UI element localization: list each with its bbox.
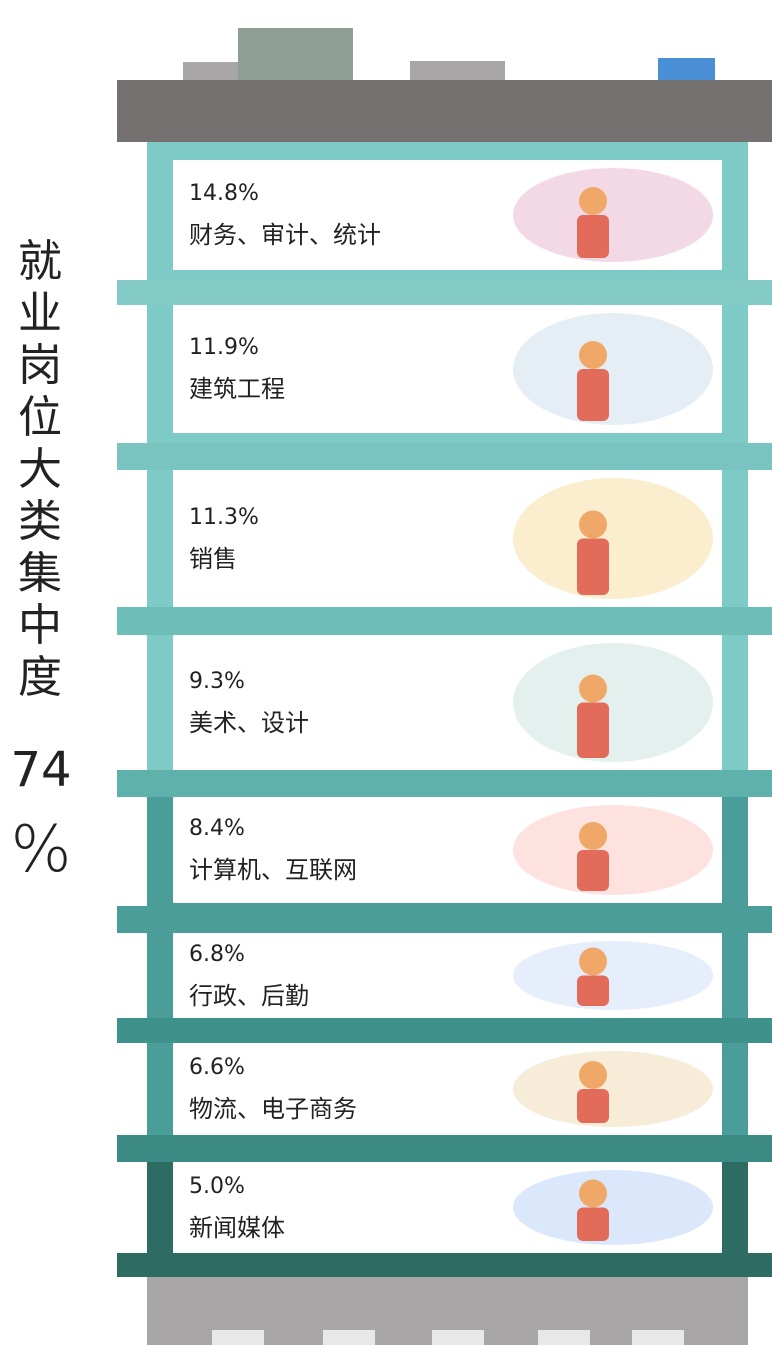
floor-label: 财务、审计、统计 <box>189 221 381 249</box>
floor-percent: 14.8% <box>189 181 259 206</box>
title-value: 74 <box>10 742 72 798</box>
floor-label: 建筑工程 <box>189 375 285 403</box>
floor-percent: 11.3% <box>189 504 259 530</box>
illustration <box>513 1051 713 1127</box>
illustration <box>513 478 713 599</box>
illustration <box>513 313 713 425</box>
illustration <box>513 805 713 895</box>
floor-label: 计算机、互联网 <box>189 856 357 884</box>
floor-panel: 5.0% 新闻媒体 <box>173 1162 722 1253</box>
floor-label: 物流、电子商务 <box>189 1095 357 1123</box>
floor-panel: 11.3% 销售 <box>173 470 722 607</box>
floor-percent: 9.3% <box>189 668 245 694</box>
floor-panel: 14.8% 财务、审计、统计 <box>173 160 722 270</box>
illustration <box>513 643 713 762</box>
floor-label: 新闻媒体 <box>189 1213 285 1242</box>
illustration <box>513 168 713 262</box>
floor-panel: 11.9% 建筑工程 <box>173 305 722 433</box>
floor-label: 行政、后勤 <box>189 981 309 1010</box>
floor-percent: 11.9% <box>189 335 259 360</box>
floor-panel: 8.4% 计算机、互联网 <box>173 797 722 903</box>
title-unit: % <box>10 813 72 887</box>
floor-panel: 9.3% 美术、设计 <box>173 635 722 770</box>
vertical-title: 就业岗位大类集中度 <box>18 236 62 703</box>
floor-percent: 6.6% <box>189 1055 245 1080</box>
illustration <box>513 1170 713 1245</box>
floor-label: 销售 <box>189 544 237 573</box>
floor-panel: 6.8% 行政、后勤 <box>173 933 722 1018</box>
floor-percent: 6.8% <box>189 941 245 967</box>
floor-percent: 8.4% <box>189 816 245 841</box>
illustration <box>513 941 713 1010</box>
floor-percent: 5.0% <box>189 1173 245 1199</box>
floor-panel: 6.6% 物流、电子商务 <box>173 1043 722 1135</box>
floor-label: 美术、设计 <box>189 708 309 737</box>
